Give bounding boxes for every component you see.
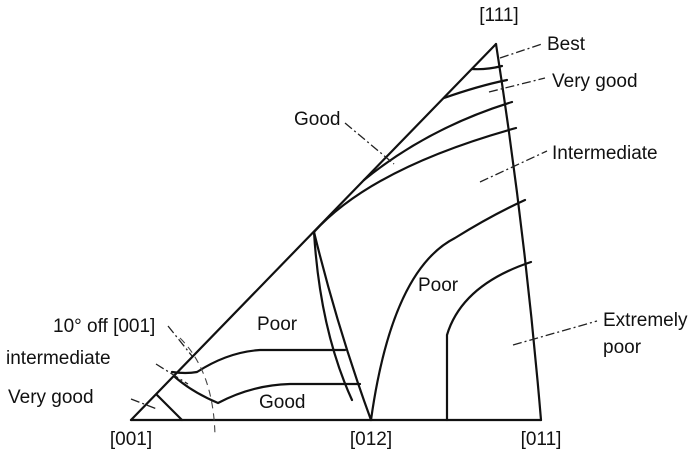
leader-very-good-left [130, 398, 158, 410]
triangle-right-arc [494, 42, 543, 422]
boundary-very-good [442, 78, 509, 100]
boundary-intermediate-left [170, 348, 347, 375]
label-poor-center: Poor [257, 314, 298, 335]
label-very-good-top: Very good [552, 71, 638, 92]
leader-best [499, 43, 543, 59]
corner-label-001: [001] [110, 429, 152, 450]
boundary-center-divider [312, 230, 373, 422]
label-intermediate-right: Intermediate [552, 143, 658, 164]
boundary-good-left [173, 375, 362, 405]
leader-10-off [167, 325, 193, 357]
boundary-extremely-poor [445, 260, 533, 422]
leader-very-good-top [488, 77, 546, 93]
label-intermediate-left: intermediate [6, 348, 111, 369]
label-good-bottom: Good [259, 392, 305, 413]
leader-intermediate-right [479, 150, 548, 183]
corner-label-012: [012] [350, 429, 392, 450]
label-good-top: Good [294, 109, 340, 130]
boundary-intermediate [312, 126, 518, 234]
boundary-very-good-left [155, 393, 184, 422]
corner-label-011: [011] [521, 429, 562, 450]
label-poor-right: Poor [418, 275, 459, 296]
leader-intermediate-left [155, 363, 189, 385]
boundary-best [470, 64, 504, 71]
label-extremely-poor-line2: poor [603, 337, 642, 358]
corner-label-111: [111] [479, 5, 518, 26]
leader-good-top [344, 122, 395, 165]
label-10-off-001: 10° off [001] [53, 316, 155, 337]
ten-degree-circle [179, 337, 216, 438]
label-best: Best [547, 34, 586, 55]
boundary-good [362, 100, 514, 182]
label-very-good-left: Very good [8, 387, 94, 408]
label-extremely-poor-line1: Extremely [603, 310, 688, 331]
leader-extremely-poor [512, 320, 598, 346]
boundary-right-poor [369, 198, 527, 422]
